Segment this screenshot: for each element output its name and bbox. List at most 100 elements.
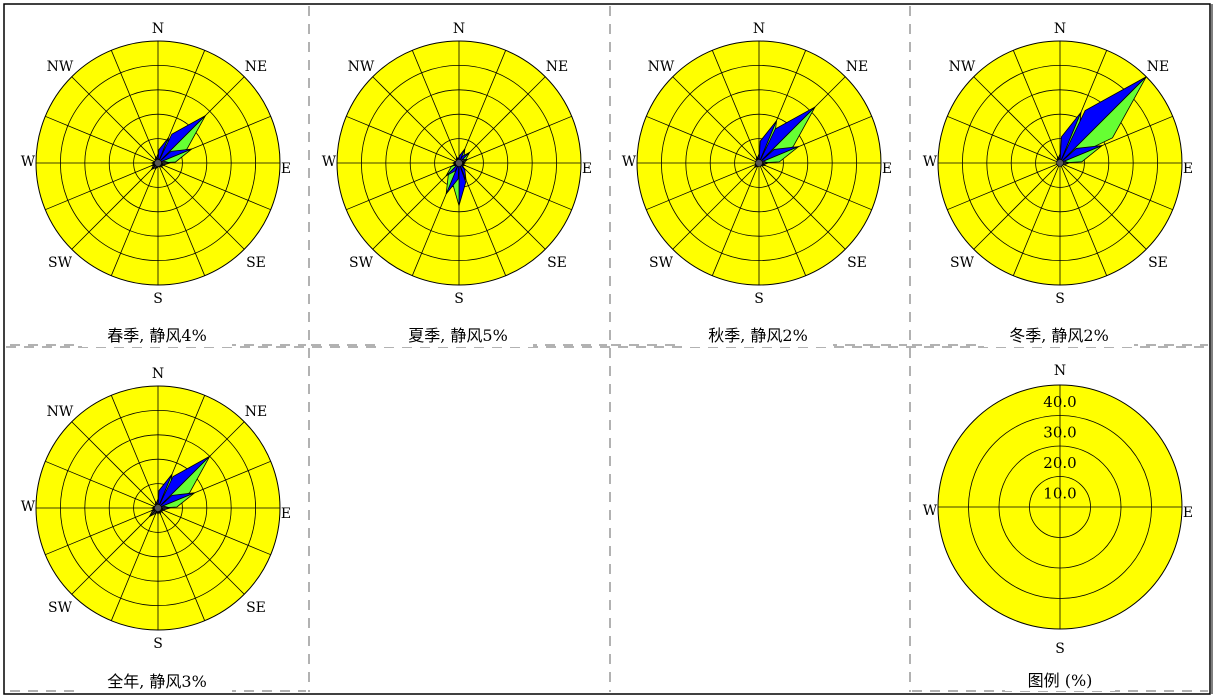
outer-border bbox=[3, 3, 1211, 695]
compass-label-ne: NE bbox=[846, 59, 868, 75]
rose-caption: 秋季, 静风2% bbox=[708, 326, 808, 345]
rose-spoke bbox=[973, 76, 1061, 164]
rose-spoke bbox=[1012, 162, 1061, 276]
wind-rose-2: N NE E SE S SW W NW 夏季, 静风5% bbox=[311, 21, 607, 347]
rose-center bbox=[154, 159, 162, 167]
legend-ring-label: 40.0 bbox=[1043, 393, 1076, 411]
rose-spoke bbox=[45, 115, 159, 164]
rose-spoke bbox=[646, 115, 760, 164]
compass-label-se: SE bbox=[547, 255, 567, 271]
rose-spoke bbox=[947, 162, 1061, 211]
rose-center bbox=[455, 159, 463, 167]
petal-ENE-b bbox=[758, 146, 799, 164]
rose-spoke bbox=[458, 115, 572, 164]
compass-label-sw: SW bbox=[349, 255, 374, 271]
compass-label-se: SE bbox=[246, 600, 266, 616]
compass-label-nw: NW bbox=[47, 404, 74, 420]
rose-caption: 春季, 静风4% bbox=[107, 326, 207, 345]
compass-label-n: N bbox=[753, 21, 765, 37]
rose-spoke bbox=[411, 50, 460, 164]
compass-label-sw: SW bbox=[48, 600, 73, 616]
rose-spoke bbox=[110, 395, 159, 509]
legend-compass-w: W bbox=[923, 503, 938, 519]
rose-spoke bbox=[947, 115, 1061, 164]
compass-label-sw: SW bbox=[950, 255, 975, 271]
compass-label-nw: NW bbox=[949, 59, 976, 75]
compass-label-n: N bbox=[1054, 21, 1066, 37]
rose-spoke bbox=[157, 162, 245, 250]
compass-label-nw: NW bbox=[348, 59, 375, 75]
rose-spoke bbox=[110, 162, 159, 276]
compass-label-w: W bbox=[21, 154, 36, 170]
rose-spoke bbox=[157, 507, 206, 621]
compass-label-ne: NE bbox=[245, 404, 267, 420]
compass-label-ne: NE bbox=[1147, 59, 1169, 75]
legend-compass-n: N bbox=[1054, 363, 1066, 379]
compass-label-e: E bbox=[281, 161, 291, 177]
compass-label-w: W bbox=[322, 154, 337, 170]
rose-spoke bbox=[758, 162, 872, 211]
caption-bg bbox=[984, 321, 1134, 347]
wind-rose-3: N NE E SE S SW W NW 秋季, 静风2% bbox=[611, 21, 907, 347]
rose-spoke bbox=[157, 507, 271, 556]
rose-spoke bbox=[458, 76, 546, 164]
rose-spoke bbox=[973, 162, 1061, 250]
rose-spoke bbox=[458, 50, 507, 164]
legend-compass-e: E bbox=[1183, 505, 1193, 521]
legend-caption-bg bbox=[1005, 667, 1115, 691]
rose-center bbox=[154, 504, 162, 512]
legend-ring-label: 30.0 bbox=[1043, 424, 1076, 442]
rose-spoke bbox=[372, 162, 460, 250]
rose-spoke bbox=[346, 115, 460, 164]
rose-spoke bbox=[157, 507, 245, 595]
compass-label-s: S bbox=[754, 291, 764, 307]
compass-label-w: W bbox=[21, 499, 36, 515]
legend-caption: 图例 (%) bbox=[1028, 671, 1093, 690]
wind-rose-1: N NE E SE S SW W NW 春季, 静风4% bbox=[10, 21, 306, 347]
rose-spoke bbox=[1059, 162, 1147, 250]
rose-spoke bbox=[346, 162, 460, 211]
rose-spoke bbox=[71, 507, 159, 595]
rose-spoke bbox=[672, 76, 760, 164]
rose-spoke bbox=[458, 162, 572, 211]
petal-ENE-b bbox=[1059, 145, 1103, 164]
caption-bg bbox=[383, 321, 533, 347]
compass-label-nw: NW bbox=[648, 59, 675, 75]
compass-label-sw: SW bbox=[48, 255, 73, 271]
legend-ring-label: 20.0 bbox=[1043, 454, 1076, 472]
rose-center bbox=[1056, 159, 1064, 167]
compass-label-w: W bbox=[923, 154, 938, 170]
rose-spoke bbox=[758, 162, 846, 250]
compass-label-se: SE bbox=[246, 255, 266, 271]
rose-spoke bbox=[157, 162, 271, 211]
compass-label-e: E bbox=[281, 506, 291, 522]
compass-label-s: S bbox=[1055, 291, 1065, 307]
rose-spoke bbox=[71, 162, 159, 250]
compass-label-ne: NE bbox=[245, 59, 267, 75]
rose-spoke bbox=[71, 76, 159, 164]
legend-compass-s: S bbox=[1055, 641, 1065, 657]
rose-spoke bbox=[646, 162, 760, 211]
compass-label-s: S bbox=[153, 291, 163, 307]
compass-label-ne: NE bbox=[546, 59, 568, 75]
compass-label-se: SE bbox=[847, 255, 867, 271]
rose-caption: 冬季, 静风2% bbox=[1009, 326, 1109, 345]
rose-spoke bbox=[458, 162, 507, 276]
rose-spoke bbox=[110, 507, 159, 621]
compass-label-sw: SW bbox=[649, 255, 674, 271]
rose-spoke bbox=[711, 162, 760, 276]
legend-ring-label: 10.0 bbox=[1043, 485, 1076, 503]
rose-center bbox=[755, 159, 763, 167]
rose-caption: 全年, 静风3% bbox=[107, 672, 207, 691]
compass-label-n: N bbox=[453, 21, 465, 37]
legend-rose: 40.0 30.0 20.0 10.0 N E S W 图例 (%) bbox=[912, 363, 1208, 692]
wind-rose-5: N NE E SE S SW W NW 全年, 静风3% bbox=[10, 366, 306, 693]
caption-bg bbox=[683, 321, 833, 347]
caption-bg bbox=[82, 321, 232, 347]
compass-label-w: W bbox=[622, 154, 637, 170]
rose-spoke bbox=[372, 76, 460, 164]
compass-label-e: E bbox=[582, 161, 592, 177]
wind-rose-4: N NE E SE S SW W NW 冬季, 静风2% bbox=[912, 21, 1208, 347]
rose-spoke bbox=[45, 162, 159, 211]
